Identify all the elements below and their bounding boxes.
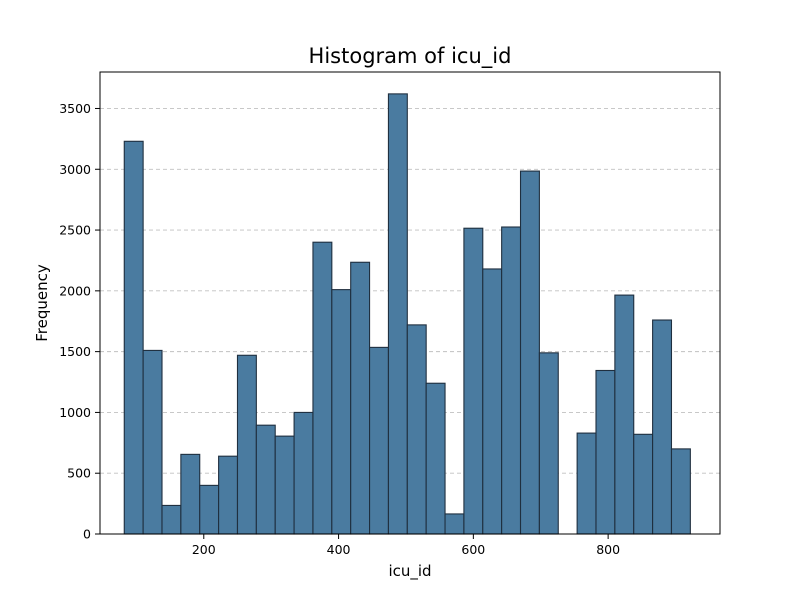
histogram-bar <box>218 455 239 535</box>
histogram-bar <box>331 289 352 535</box>
histogram-bar <box>350 261 371 535</box>
histogram-bar <box>670 448 691 535</box>
x-axis-ticks: 200 400 600 800 <box>192 534 620 557</box>
y-axis-ticks: 0 500 1000 1500 2000 2500 3000 3500 <box>59 101 100 542</box>
x-tick-label: 800 <box>596 542 620 557</box>
y-tick-label: 3500 <box>59 101 91 116</box>
histogram-bar <box>199 484 220 535</box>
x-tick-label: 200 <box>192 542 216 557</box>
y-tick-label: 2000 <box>59 283 91 298</box>
y-tick-label: 2500 <box>59 223 91 238</box>
histogram-bar <box>293 411 314 535</box>
histogram-bar <box>444 513 465 535</box>
y-tick-label: 0 <box>83 527 91 542</box>
histogram-bar <box>482 268 503 535</box>
histogram-bar <box>123 140 144 535</box>
histogram-bar <box>406 324 427 535</box>
histogram-bar <box>142 349 163 535</box>
histogram-bar <box>652 319 673 535</box>
x-axis-label: icu_id <box>388 562 431 581</box>
chart-title: Histogram of icu_id <box>309 44 512 69</box>
y-tick-label: 1000 <box>59 405 91 420</box>
plot-area-frame <box>99 71 721 535</box>
y-tick-label: 500 <box>67 466 91 481</box>
y-tick-label: 3000 <box>59 162 91 177</box>
histogram-bar <box>161 504 182 535</box>
histogram-bar <box>236 354 257 535</box>
histogram-bar <box>425 382 446 535</box>
histogram-bar <box>501 226 522 535</box>
histogram-bar <box>538 352 559 535</box>
histogram-bar <box>576 432 597 535</box>
x-tick-label: 400 <box>327 542 351 557</box>
histogram-bar <box>255 424 276 535</box>
histogram-bar <box>180 453 201 535</box>
histogram-bar <box>633 433 654 535</box>
histogram-bar <box>387 93 408 535</box>
histogram-bar <box>369 346 389 535</box>
histogram-bars <box>123 93 691 535</box>
histogram-bar <box>312 241 333 535</box>
histogram-bar <box>614 294 635 535</box>
y-axis-label: Frequency <box>33 264 51 342</box>
y-tick-label: 1500 <box>59 344 91 359</box>
histogram-bar <box>274 435 295 535</box>
histogram-bar <box>463 227 484 535</box>
x-tick-label: 600 <box>461 542 485 557</box>
histogram-bar <box>519 170 540 535</box>
histogram-bar <box>595 369 616 535</box>
